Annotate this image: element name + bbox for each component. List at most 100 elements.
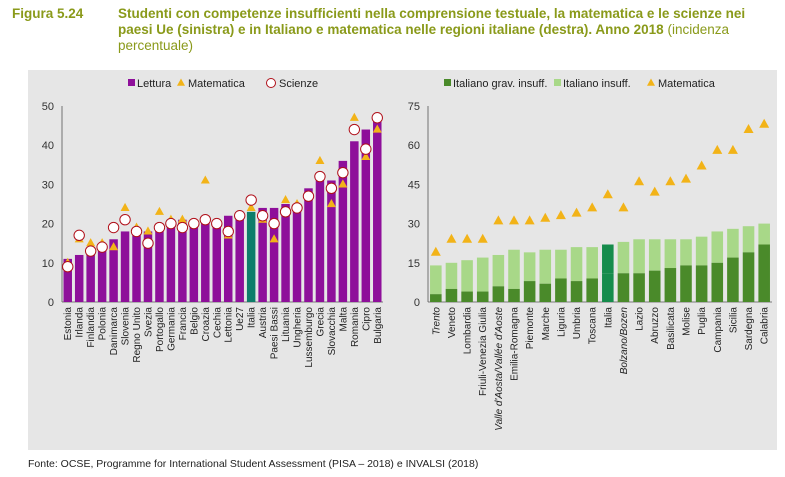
marker-scienze (291, 202, 303, 214)
y-tick-label: 0 (414, 297, 420, 309)
x-tick-label: Cipro (361, 307, 372, 331)
bar-italiano-insuff (523, 252, 536, 282)
marker-scienze (337, 166, 349, 179)
marker-matematica (200, 175, 210, 184)
legend-swatch-matematica (177, 78, 185, 86)
bar-lettura (223, 215, 233, 302)
bar-lettura (109, 239, 118, 302)
marker-matematica (649, 186, 660, 196)
bar-italiano-grav-insuff (648, 270, 661, 302)
bar-italiano-grav-insuff (586, 278, 598, 302)
marker-scienze (96, 241, 108, 253)
marker-matematica (372, 124, 382, 133)
x-tick-label: Belgio (189, 307, 200, 335)
bar-italiano-grav-insuff (461, 291, 473, 302)
bar-italiano-insuff (758, 223, 770, 245)
bar-lettura (86, 251, 95, 302)
legend-swatch-scienze (266, 78, 276, 88)
y-tick-label: 75 (408, 101, 420, 113)
x-tick-label: Emilia-Romagna (510, 307, 521, 381)
marker-matematica (493, 215, 504, 225)
x-tick-label: Lussemburgo (304, 307, 315, 368)
bar-italiano-grav-insuff (758, 244, 770, 302)
bar-lettura (63, 258, 72, 302)
legend-label: Italiano grav. insuff. (453, 78, 547, 90)
bar-lettura (373, 117, 382, 302)
y-tick-label: 30 (408, 219, 420, 231)
marker-matematica (120, 202, 130, 211)
marker-scienze (348, 123, 361, 136)
bar-lettura (292, 204, 302, 302)
bar-italiano-insuff (508, 249, 520, 289)
legend-swatch-insuff (554, 79, 561, 86)
y-tick-label: 45 (408, 179, 420, 191)
y-tick-label: 15 (408, 258, 420, 270)
x-tick-label: Ungheria (293, 307, 304, 348)
marker-matematica (759, 118, 770, 128)
marker-scienze (233, 210, 246, 222)
x-tick-label: Austria (258, 307, 269, 339)
x-tick-label: Francia (178, 307, 189, 341)
bar-italiano-grav-insuff (711, 262, 724, 302)
bar-italiano-insuff (711, 231, 724, 263)
bar-lettura (189, 219, 199, 302)
x-tick-label: Toscana (588, 307, 599, 345)
x-tick-label: Abruzzo (650, 307, 661, 344)
bar-italiano-grav-insuff (680, 265, 692, 302)
x-tick-label: Valle d'Aosta/Vallée d'Aoste (494, 307, 505, 431)
bar-italiano-insuff (570, 247, 583, 282)
bar-lettura (155, 223, 164, 302)
marker-scienze (73, 229, 85, 242)
bar-lettura (166, 219, 176, 302)
marker-matematica (540, 212, 551, 222)
bar-italiano-grav-insuff (727, 257, 739, 302)
x-tick-label: Campania (713, 307, 724, 353)
y-tick-label: 60 (408, 140, 420, 152)
bar-lettura (235, 211, 244, 302)
bar-italiano-insuff (476, 257, 489, 292)
bar-italiano-grav-insuff (539, 283, 552, 302)
bar-lettura (338, 160, 348, 302)
marker-matematica (665, 176, 676, 186)
bar-lettura (350, 141, 359, 302)
legend-label: Matematica (188, 78, 246, 90)
marker-scienze (176, 221, 189, 234)
x-tick-label: Lombardia (463, 307, 474, 355)
x-tick-label: Slovenia (121, 307, 132, 346)
bar-lettura (327, 180, 336, 302)
x-tick-label: Sardegna (744, 307, 755, 351)
bar-italiano-grav-insuff (695, 265, 708, 302)
x-tick-label: Umbria (572, 307, 583, 340)
x-tick-label: Calabria (760, 307, 771, 345)
bar-italiano-insuff (633, 239, 645, 274)
x-tick-label: Ue27 (235, 307, 246, 331)
marker-matematica (602, 189, 613, 199)
x-tick-label: Trento (431, 307, 442, 336)
marker-scienze (211, 217, 223, 230)
bar-lettura (97, 247, 107, 302)
bar-lettura (201, 219, 210, 302)
y-tick-label: 30 (42, 179, 54, 191)
x-tick-label: Polonia (98, 307, 109, 341)
bar-italiano-grav-insuff (602, 273, 614, 302)
marker-matematica (326, 198, 336, 208)
bar-lettura (143, 231, 153, 302)
marker-scienze (268, 217, 280, 230)
x-tick-label: Slovacchia (327, 307, 338, 356)
x-tick-label: Bulgaria (373, 307, 384, 344)
x-tick-label: Puglia (697, 307, 708, 335)
marker-matematica (349, 112, 359, 121)
y-tick-label: 40 (42, 140, 54, 152)
x-tick-label: Irlanda (75, 307, 86, 338)
marker-matematica (143, 226, 153, 235)
bar-lettura (281, 204, 290, 302)
marker-matematica (712, 144, 723, 154)
marker-matematica (246, 202, 256, 211)
marker-scienze (360, 143, 372, 155)
marker-scienze (256, 210, 269, 222)
figure-number: Figura 5.24 (12, 6, 84, 21)
marker-scienze (165, 217, 177, 230)
bar-lettura (120, 231, 130, 302)
bar-italiano-grav-insuff (633, 273, 645, 302)
marker-matematica (446, 233, 457, 243)
